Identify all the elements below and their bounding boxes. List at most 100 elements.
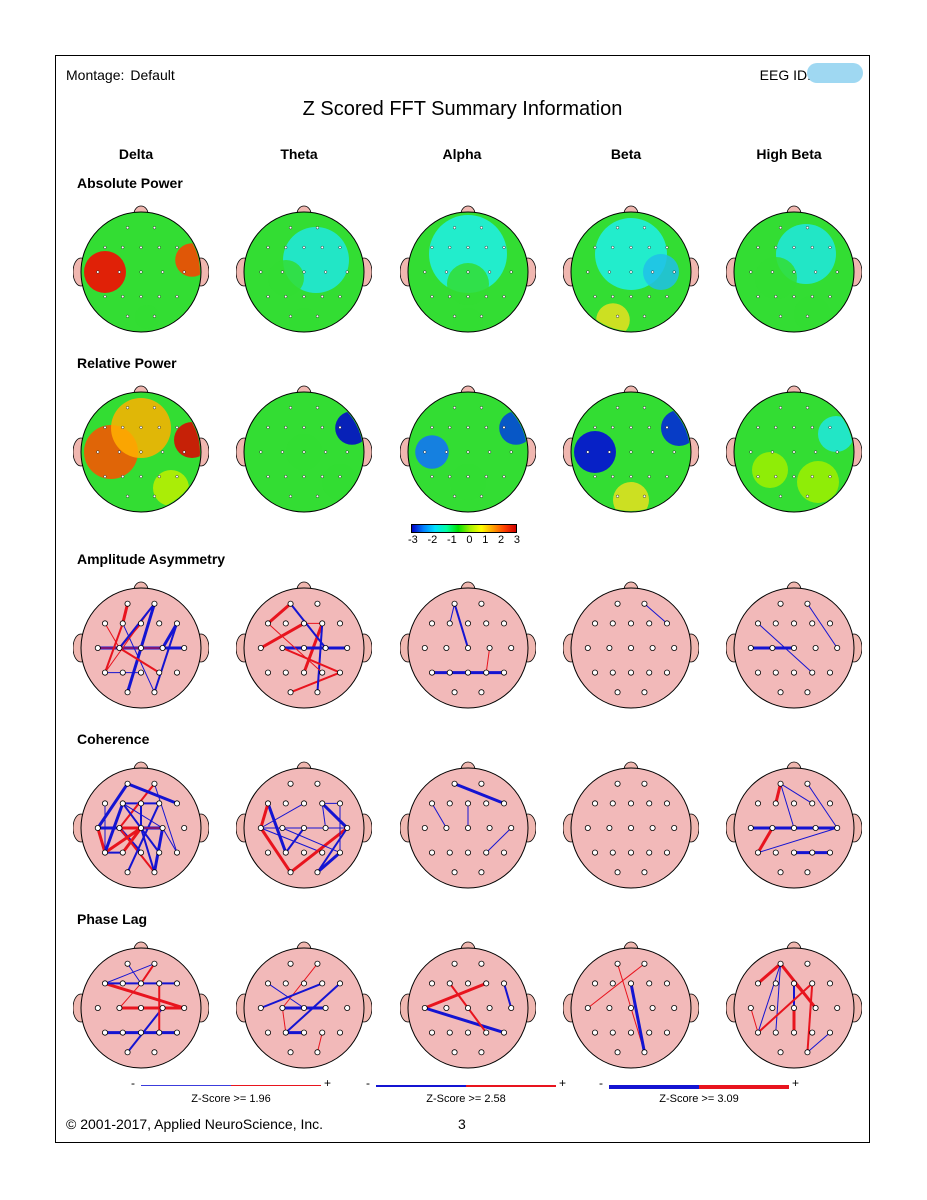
electrode <box>175 245 179 249</box>
electrode <box>629 475 633 479</box>
electrode <box>609 980 616 987</box>
head-map-4-3 <box>563 940 699 1076</box>
electrode <box>337 800 344 807</box>
electrode <box>647 245 651 249</box>
electrode <box>501 849 508 856</box>
electrode <box>770 270 774 274</box>
electrode <box>301 825 308 832</box>
electrode <box>479 406 483 410</box>
electrode <box>642 226 646 230</box>
head-map-1-2 <box>400 384 536 520</box>
connection-line <box>140 963 156 984</box>
electrode <box>484 245 488 249</box>
electrode <box>287 869 294 876</box>
electrode <box>466 295 470 299</box>
connection-line <box>316 1032 323 1053</box>
electrode <box>628 800 635 807</box>
power-region <box>752 452 788 488</box>
redacted-id-mark <box>807 63 863 83</box>
electrode <box>320 245 324 249</box>
power-region <box>175 243 200 277</box>
electrode <box>827 1029 834 1036</box>
electrode <box>138 800 145 807</box>
electrode <box>642 406 646 410</box>
electrode <box>466 450 470 454</box>
electrode <box>664 980 671 987</box>
connection-line <box>96 827 107 854</box>
electrode <box>814 450 818 454</box>
electrode <box>609 1029 616 1036</box>
electrode <box>264 1029 271 1036</box>
electrode <box>96 270 100 274</box>
electrode <box>483 800 490 807</box>
connection-line <box>153 623 178 693</box>
connection-line <box>282 647 341 674</box>
electrode <box>827 669 834 676</box>
electrode <box>646 980 653 987</box>
electrode <box>479 314 483 318</box>
electrode <box>117 270 121 274</box>
connection-line <box>290 671 341 694</box>
electrode <box>502 475 506 479</box>
electrode <box>488 450 492 454</box>
electrode <box>324 450 328 454</box>
electrode <box>646 849 653 856</box>
electrode <box>809 849 816 856</box>
electrode <box>266 245 270 249</box>
electrode <box>266 475 270 479</box>
electrode <box>647 425 651 429</box>
electrode <box>791 669 798 676</box>
connection-line <box>449 603 456 624</box>
electrode <box>121 295 125 299</box>
montage-info: Montage: Default <box>66 67 175 83</box>
connection-line <box>127 963 142 984</box>
electrode <box>301 1029 308 1036</box>
electrode <box>834 825 841 832</box>
electrode <box>279 1005 286 1012</box>
electrode <box>483 849 490 856</box>
electrode <box>792 475 796 479</box>
electrode <box>465 825 472 832</box>
electrode <box>664 620 671 627</box>
copyright-text: © 2001-2017, Applied NeuroScience, Inc. <box>66 1116 324 1132</box>
power-region <box>268 260 304 296</box>
electrode <box>486 645 493 652</box>
electrode <box>446 980 453 987</box>
electrode <box>502 425 506 429</box>
electrode <box>642 494 646 498</box>
electrode <box>152 226 156 230</box>
electrode <box>181 1005 188 1012</box>
electrode <box>443 825 450 832</box>
electrode <box>502 295 506 299</box>
electrode <box>119 849 126 856</box>
electrode <box>641 600 648 607</box>
electrode <box>421 825 428 832</box>
electrode <box>302 475 306 479</box>
power-region <box>322 464 358 500</box>
electrode <box>777 1049 784 1056</box>
electrode <box>103 295 107 299</box>
electrode <box>665 425 669 429</box>
electrode <box>282 669 289 676</box>
electrode <box>315 314 319 318</box>
electrode <box>119 1029 126 1036</box>
electrode <box>319 849 326 856</box>
electrode <box>96 450 100 454</box>
electrode <box>319 980 326 987</box>
electrode <box>466 475 470 479</box>
electrode <box>282 1029 289 1036</box>
electrode <box>301 800 308 807</box>
electrode <box>430 475 434 479</box>
electrode <box>606 645 613 652</box>
electrode <box>641 869 648 876</box>
electrode <box>319 669 326 676</box>
electrode <box>448 245 452 249</box>
electrode <box>791 825 798 832</box>
electrode <box>747 1005 754 1012</box>
electrode <box>156 1029 163 1036</box>
power-region <box>289 308 319 331</box>
electrode <box>672 450 676 454</box>
electrode <box>651 450 655 454</box>
electrode <box>156 980 163 987</box>
electrode <box>772 669 779 676</box>
